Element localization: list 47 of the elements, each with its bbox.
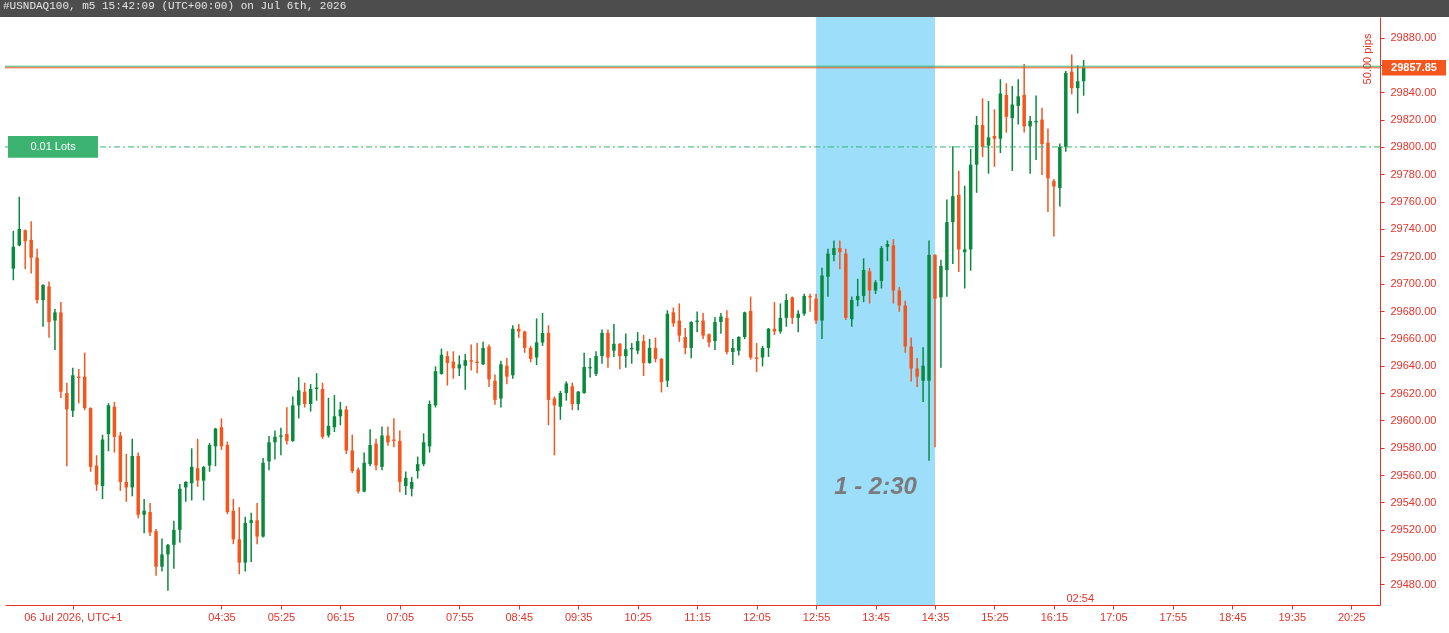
band-label: 1 - 2:30: [834, 472, 918, 500]
x-tick-label: 09:35: [564, 610, 593, 623]
y-tick-label: 29840.00: [1390, 85, 1437, 98]
y-tick-label: 29600.00: [1390, 413, 1437, 426]
x-tick-label: 06 Jul 2026, UTC+1: [24, 610, 123, 623]
y-tick-label: 29760.00: [1390, 195, 1437, 208]
ref-line-label: 29857.85: [1391, 60, 1437, 73]
y-tick-label: 29740.00: [1390, 222, 1437, 235]
y-tick-label: 29540.00: [1390, 495, 1437, 508]
y-tick-label: 29640.00: [1390, 359, 1437, 372]
x-tick-label: 18:45: [1219, 610, 1247, 623]
annotation: 50.00 pips: [1361, 33, 1373, 85]
x-tick-label: 12:55: [802, 610, 831, 623]
y-tick-label: 29480.00: [1390, 577, 1437, 590]
x-tick-label: 04:35: [208, 610, 236, 623]
x-tick-label: 07:05: [386, 610, 415, 623]
y-tick-label: 29720.00: [1390, 249, 1437, 262]
x-tick-label: 16:15: [1040, 610, 1069, 623]
y-tick-label: 29560.00: [1390, 468, 1437, 481]
y-tick-label: 29660.00: [1390, 331, 1437, 344]
x-tick-label: 12:05: [743, 610, 771, 623]
y-tick-label: 29620.00: [1390, 386, 1437, 399]
y-tick-label: 29680.00: [1390, 304, 1437, 317]
x-tick-label: 20:25: [1337, 610, 1366, 623]
x-tick-label: 15:25: [981, 610, 1009, 623]
x-tick-label: 19:35: [1278, 610, 1307, 623]
x-tick-label: 10:25: [624, 610, 652, 623]
x-tick-label: 13:45: [862, 610, 890, 623]
x-tick-label: 05:25: [267, 610, 296, 623]
x-tick-label: 14:35: [921, 610, 950, 623]
x-tick-label: 06:15: [327, 610, 355, 623]
y-tick-label: 29580.00: [1390, 441, 1437, 454]
chart-title: #USNDAQ100, m5 15:42:09 (UTC+00:00) on Jul 6th, 2026: [2, 0, 348, 14]
y-tick-label: 29500.00: [1390, 550, 1437, 563]
y-tick-label: 29800.00: [1390, 140, 1437, 153]
x-tick-label: 08:45: [505, 610, 534, 623]
x-tick-label: 17:05: [1100, 610, 1128, 623]
y-tick-label: 29820.00: [1390, 113, 1437, 126]
x-tick-label: 11:15: [684, 610, 711, 623]
y-tick-label: 29780.00: [1390, 167, 1437, 180]
x-tick-label: 07:55: [446, 610, 474, 623]
annotation: 02:54: [1066, 592, 1095, 604]
y-tick-label: 29700.00: [1390, 277, 1437, 290]
y-tick-label: 29880.00: [1390, 31, 1437, 44]
ref-line-label: 0.01 Lots: [30, 139, 77, 152]
y-tick-label: 29520.00: [1390, 523, 1437, 536]
x-tick-label: 17:55: [1159, 610, 1188, 623]
